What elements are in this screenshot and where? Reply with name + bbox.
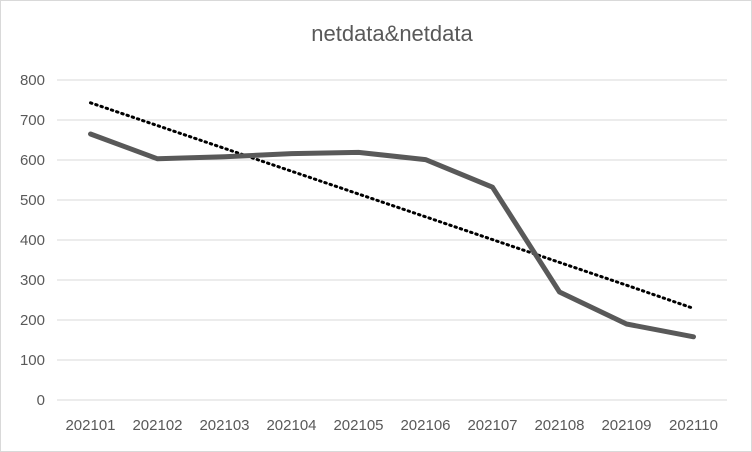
chart-title: netdata&netdata [311, 21, 473, 46]
y-tick-label: 400 [20, 232, 45, 249]
trendline [89, 101, 695, 310]
x-tick-label: 202109 [601, 417, 651, 434]
x-tick-label: 202110 [669, 417, 718, 434]
gridlines [57, 79, 727, 401]
x-tick-label: 202108 [534, 417, 584, 434]
y-tick-label: 100 [20, 352, 45, 369]
y-tick-label: 0 [37, 392, 45, 409]
y-tick-label: 600 [20, 152, 45, 169]
x-tick-label: 202104 [266, 417, 316, 434]
y-tick-label: 800 [20, 72, 45, 89]
trendline-layer [89, 101, 695, 310]
x-tick-label: 202106 [400, 417, 450, 434]
y-tick-label: 300 [20, 272, 45, 289]
x-axis-ticks: 202101 202102 202103 202104 202105 202106 2021… [65, 417, 718, 434]
x-tick-label: 202107 [467, 417, 517, 434]
y-tick-label: 500 [20, 192, 45, 209]
series-layer [88, 131, 696, 340]
y-tick-label: 700 [20, 112, 45, 129]
series-line-0 [88, 131, 696, 340]
y-axis-ticks: 0 100 200 300 400 500 600 700 800 [20, 72, 45, 409]
x-tick-label: 202105 [333, 417, 383, 434]
x-tick-label: 202102 [132, 417, 182, 434]
x-tick-label: 202101 [65, 417, 115, 434]
x-tick-label: 202103 [199, 417, 249, 434]
y-tick-label: 200 [20, 312, 45, 329]
